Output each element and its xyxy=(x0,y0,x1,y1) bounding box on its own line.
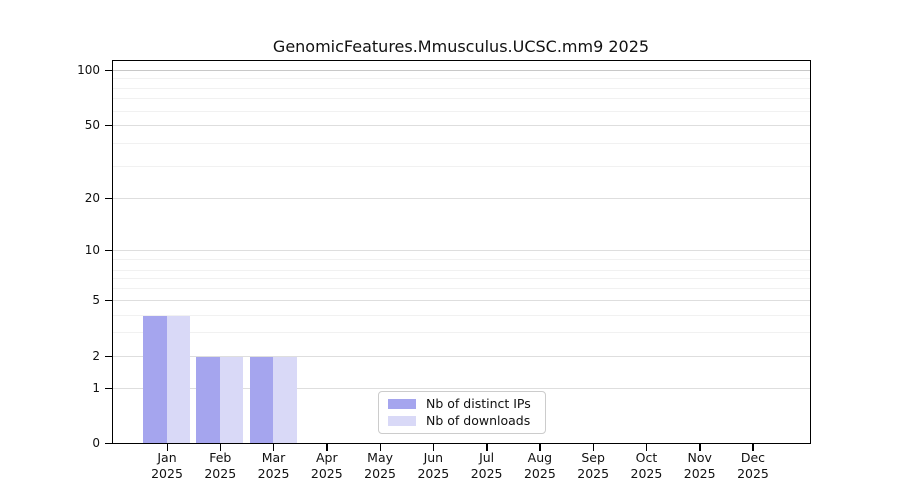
y-axis-tick xyxy=(105,355,112,357)
x-axis-tick xyxy=(592,444,595,451)
y-axis-label: 0 xyxy=(92,436,100,450)
gridline-major xyxy=(113,355,810,357)
y-axis-label: 20 xyxy=(84,191,100,205)
x-axis-year: 2025 xyxy=(310,466,343,481)
x-axis-label: Feb 2025 xyxy=(190,450,250,482)
bar-distinct-ips xyxy=(249,356,274,443)
x-axis-year: 2025 xyxy=(683,466,716,481)
x-axis-month: Aug xyxy=(527,450,553,465)
x-axis-month: Apr xyxy=(315,450,338,465)
legend-swatch xyxy=(388,416,416,426)
gridline-minor xyxy=(113,269,810,271)
gridline-minor xyxy=(113,142,810,144)
y-axis-label: 1 xyxy=(92,381,100,395)
x-axis-tick xyxy=(273,444,275,451)
x-axis-year: 2025 xyxy=(417,466,450,481)
y-axis-label: 50 xyxy=(84,118,100,132)
gridline-minor xyxy=(113,258,810,260)
x-axis-label: Nov 2025 xyxy=(670,450,730,482)
x-axis-label: May 2025 xyxy=(350,450,410,482)
gridline-major xyxy=(113,299,810,301)
bar-downloads xyxy=(219,356,244,443)
y-axis-tick xyxy=(105,197,112,199)
y-axis-label: 100 xyxy=(77,63,100,77)
x-axis-month: Jul xyxy=(479,450,495,465)
bar-distinct-ips xyxy=(196,356,220,443)
gridline-minor xyxy=(113,87,810,89)
x-axis-label: Mar 2025 xyxy=(244,450,304,482)
x-axis-month: Oct xyxy=(635,450,658,465)
y-axis-tick xyxy=(105,124,112,126)
bar-downloads xyxy=(166,315,190,443)
gridline-minor xyxy=(113,314,810,316)
x-axis-label: Oct 2025 xyxy=(616,450,676,482)
x-axis-month: May xyxy=(367,450,393,465)
gridline-minor xyxy=(113,97,810,99)
x-axis-label: Apr 2025 xyxy=(297,450,357,482)
legend-entry: Nb of downloads xyxy=(388,414,536,428)
legend-swatch xyxy=(388,399,416,409)
x-axis-month: Sep xyxy=(581,450,605,465)
x-axis-tick xyxy=(752,444,754,451)
x-axis-tick xyxy=(379,444,381,451)
gridline-minor xyxy=(113,277,810,279)
x-axis-tick xyxy=(699,444,701,451)
x-axis-label: Jan 2025 xyxy=(137,450,197,482)
bar-distinct-ips xyxy=(143,315,167,443)
x-axis-year: 2025 xyxy=(470,466,503,481)
x-axis-tick xyxy=(539,444,541,451)
x-axis-label: Jul 2025 xyxy=(457,450,517,482)
y-axis-tick xyxy=(105,69,112,71)
legend-entry: Nb of distinct IPs xyxy=(388,397,536,411)
gridline-minor xyxy=(113,165,810,167)
x-axis-tick xyxy=(486,444,488,451)
x-axis-year: 2025 xyxy=(151,466,183,481)
gridline-minor xyxy=(113,110,810,112)
y-axis-tick xyxy=(105,387,112,389)
gridline-major xyxy=(113,249,810,251)
bar-downloads xyxy=(273,356,297,443)
x-axis-year: 2025 xyxy=(630,466,663,481)
legend-label: Nb of downloads xyxy=(426,413,531,428)
plot-area xyxy=(112,60,811,444)
gridline-major xyxy=(113,197,810,199)
legend-label: Nb of distinct IPs xyxy=(426,396,531,411)
x-axis-year: 2025 xyxy=(577,466,610,481)
x-axis-month: Feb xyxy=(209,450,232,465)
x-axis-label: Sep 2025 xyxy=(563,450,623,482)
y-axis-label: 2 xyxy=(92,349,100,363)
y-axis-tick xyxy=(105,442,112,444)
x-axis-tick xyxy=(432,444,435,451)
gridline-major xyxy=(113,124,810,126)
x-axis-tick xyxy=(326,444,328,451)
y-axis-label: 10 xyxy=(84,243,100,257)
x-axis-label: Aug 2025 xyxy=(510,450,570,482)
x-axis-year: 2025 xyxy=(364,466,396,481)
x-axis-year: 2025 xyxy=(204,466,237,481)
chart-title: GenomicFeatures.Mmusculus.UCSC.mm9 2025 xyxy=(272,37,650,56)
x-axis-month: Mar xyxy=(261,450,286,465)
x-axis-label: Dec 2025 xyxy=(723,450,783,482)
x-axis-tick xyxy=(166,444,168,451)
gridline-minor xyxy=(113,77,810,79)
x-axis-tick xyxy=(645,444,648,451)
x-axis-year: 2025 xyxy=(257,466,290,481)
gridline-minor xyxy=(113,287,810,289)
x-axis-label: Jun 2025 xyxy=(403,450,463,482)
gridline-minor xyxy=(113,331,810,333)
x-axis-tick xyxy=(219,444,222,451)
x-axis-year: 2025 xyxy=(523,466,556,481)
x-axis-month: Nov xyxy=(687,450,712,465)
legend: Nb of distinct IPs Nb of downloads xyxy=(378,391,546,434)
y-axis-tick xyxy=(105,299,112,301)
x-axis-month: Dec xyxy=(740,450,766,465)
y-axis-label: 5 xyxy=(92,293,100,307)
x-axis-year: 2025 xyxy=(737,466,769,481)
y-axis-tick xyxy=(105,249,112,251)
x-axis-month: Jun xyxy=(423,450,444,465)
gridline-major xyxy=(113,387,810,389)
gridline-major xyxy=(113,69,810,71)
x-axis-month: Jan xyxy=(157,450,177,465)
